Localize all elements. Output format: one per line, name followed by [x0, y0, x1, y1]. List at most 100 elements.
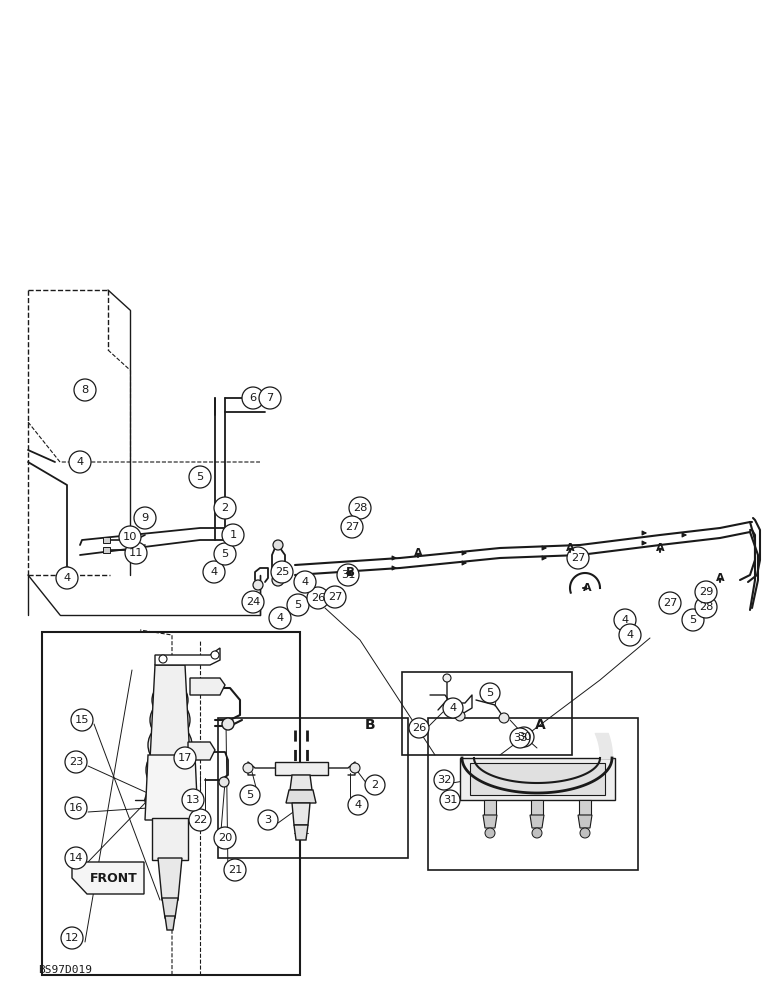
Text: 29: 29 — [699, 587, 713, 597]
Text: 9: 9 — [141, 513, 149, 523]
Polygon shape — [460, 758, 615, 800]
Polygon shape — [150, 665, 190, 760]
Circle shape — [119, 526, 141, 548]
Circle shape — [56, 567, 78, 589]
Polygon shape — [188, 742, 215, 760]
Circle shape — [514, 727, 534, 747]
Polygon shape — [470, 763, 605, 795]
Text: 23: 23 — [69, 757, 83, 767]
Text: 4: 4 — [449, 703, 456, 713]
Text: 20: 20 — [218, 833, 232, 843]
Text: 5: 5 — [196, 472, 204, 482]
Text: 22: 22 — [193, 815, 207, 825]
Text: 28: 28 — [699, 602, 713, 612]
Polygon shape — [531, 800, 543, 815]
Circle shape — [434, 770, 454, 790]
Polygon shape — [483, 815, 497, 828]
Circle shape — [695, 596, 717, 618]
Text: B: B — [346, 566, 354, 580]
Circle shape — [273, 540, 283, 550]
Text: 2: 2 — [371, 780, 378, 790]
Polygon shape — [579, 800, 591, 815]
Circle shape — [499, 713, 509, 723]
Circle shape — [485, 828, 495, 838]
Text: B: B — [364, 718, 375, 732]
Circle shape — [455, 711, 465, 721]
Circle shape — [174, 747, 196, 769]
Polygon shape — [290, 775, 312, 790]
Polygon shape — [530, 815, 544, 828]
Text: 11: 11 — [129, 548, 144, 558]
Circle shape — [348, 795, 368, 815]
Circle shape — [65, 847, 87, 869]
Polygon shape — [292, 803, 310, 825]
Circle shape — [71, 709, 93, 731]
Circle shape — [150, 700, 190, 740]
Circle shape — [203, 561, 225, 583]
Text: 7: 7 — [266, 393, 273, 403]
Polygon shape — [190, 678, 225, 695]
Circle shape — [580, 828, 590, 838]
Text: 27: 27 — [328, 592, 342, 602]
Circle shape — [189, 466, 211, 488]
Circle shape — [619, 624, 641, 646]
Circle shape — [350, 763, 360, 773]
Text: A: A — [583, 583, 591, 593]
Text: 5: 5 — [246, 790, 254, 800]
Text: 10: 10 — [123, 532, 137, 542]
Circle shape — [222, 524, 244, 546]
Text: 4: 4 — [621, 615, 628, 625]
Text: 4: 4 — [276, 613, 283, 623]
Circle shape — [480, 683, 500, 703]
Text: 3: 3 — [264, 815, 272, 825]
Text: 21: 21 — [228, 865, 242, 875]
Circle shape — [152, 682, 188, 718]
Text: 27: 27 — [663, 598, 677, 608]
Text: 5: 5 — [294, 600, 302, 610]
Circle shape — [61, 927, 83, 949]
Text: 4: 4 — [626, 630, 634, 640]
Circle shape — [159, 655, 167, 663]
Text: 5: 5 — [486, 688, 493, 698]
Circle shape — [659, 592, 681, 614]
Circle shape — [259, 387, 281, 409]
Text: 26: 26 — [412, 723, 426, 733]
Text: 31: 31 — [340, 570, 355, 580]
Circle shape — [510, 728, 530, 748]
Circle shape — [69, 451, 91, 473]
Circle shape — [214, 543, 236, 565]
Text: A: A — [566, 543, 574, 553]
Circle shape — [337, 564, 359, 586]
Circle shape — [224, 859, 246, 881]
Polygon shape — [578, 815, 592, 828]
Circle shape — [189, 809, 211, 831]
Polygon shape — [162, 898, 178, 918]
Polygon shape — [165, 916, 175, 930]
Circle shape — [443, 698, 463, 718]
Text: 4: 4 — [63, 573, 70, 583]
Text: 32: 32 — [437, 775, 451, 785]
Text: A: A — [535, 718, 545, 732]
Text: 1: 1 — [229, 530, 237, 540]
Circle shape — [272, 574, 284, 586]
Circle shape — [219, 777, 229, 787]
Circle shape — [146, 746, 194, 794]
Text: 5: 5 — [689, 615, 696, 625]
Circle shape — [222, 718, 234, 730]
Circle shape — [240, 785, 260, 805]
Circle shape — [365, 775, 385, 795]
Circle shape — [214, 497, 236, 519]
Text: 8: 8 — [81, 385, 89, 395]
Text: 16: 16 — [69, 803, 83, 813]
Circle shape — [242, 387, 264, 409]
Circle shape — [440, 790, 460, 810]
Text: A: A — [716, 573, 724, 583]
Circle shape — [409, 718, 429, 738]
Polygon shape — [155, 648, 220, 665]
Text: 30: 30 — [516, 732, 531, 742]
Circle shape — [294, 571, 316, 593]
Text: BS97D019: BS97D019 — [38, 965, 92, 975]
Circle shape — [214, 827, 236, 849]
Circle shape — [74, 379, 96, 401]
Circle shape — [532, 828, 542, 838]
